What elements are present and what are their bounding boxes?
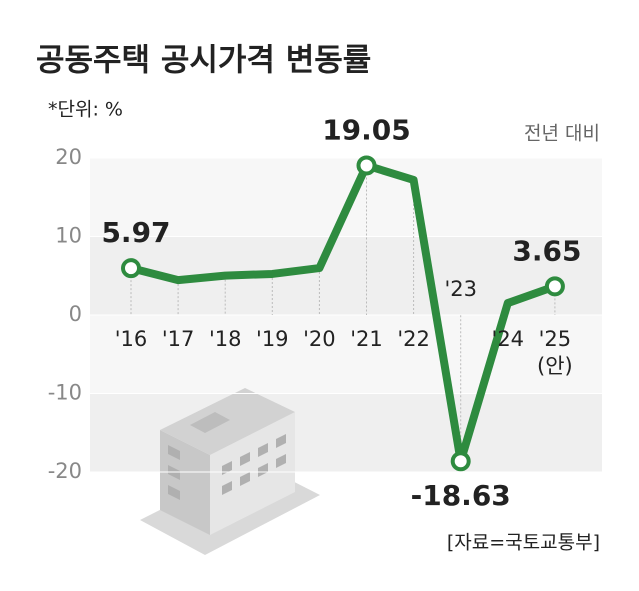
point xyxy=(356,155,377,176)
x-tick-label: '18 xyxy=(209,327,242,351)
data-label: 3.65 xyxy=(512,234,581,267)
y-tick-label: 0 xyxy=(69,302,82,326)
background xyxy=(90,158,602,472)
grid-band xyxy=(90,158,602,237)
x-tick-label: '20 xyxy=(303,327,336,351)
unit-label: *단위: % xyxy=(48,99,123,121)
x-tick-label: '25 xyxy=(539,327,572,351)
data-label: 19.05 xyxy=(322,113,411,146)
data-label: 5.97 xyxy=(101,216,170,249)
x-tick-label: '23 xyxy=(444,277,477,301)
point xyxy=(121,258,141,279)
grid-band xyxy=(90,315,602,394)
y-tick-label: -20 xyxy=(48,459,82,483)
source: [자료=국토교통부] xyxy=(447,532,600,554)
y-tick-label: -10 xyxy=(48,381,82,405)
x-tick-label: '16 xyxy=(115,327,148,351)
line xyxy=(127,161,559,466)
data-label: -18.63 xyxy=(411,479,511,512)
y-tick-label: 20 xyxy=(55,145,82,169)
building-icon xyxy=(140,388,320,555)
chart-title: 공동주택 공시가격 변동률 xyxy=(36,43,371,79)
point xyxy=(544,276,565,297)
x-tick-label: '21 xyxy=(350,327,383,351)
x-tick-label: '17 xyxy=(162,327,195,351)
subtitle: 전년 대비 xyxy=(524,123,600,145)
x-tick-label: '24 xyxy=(492,327,525,351)
x-tick-label: '22 xyxy=(397,327,430,351)
x-tick-note: (안) xyxy=(537,354,573,378)
y-tick-label: 10 xyxy=(55,224,82,248)
x-tick-label: '19 xyxy=(256,327,289,351)
point xyxy=(450,451,471,472)
